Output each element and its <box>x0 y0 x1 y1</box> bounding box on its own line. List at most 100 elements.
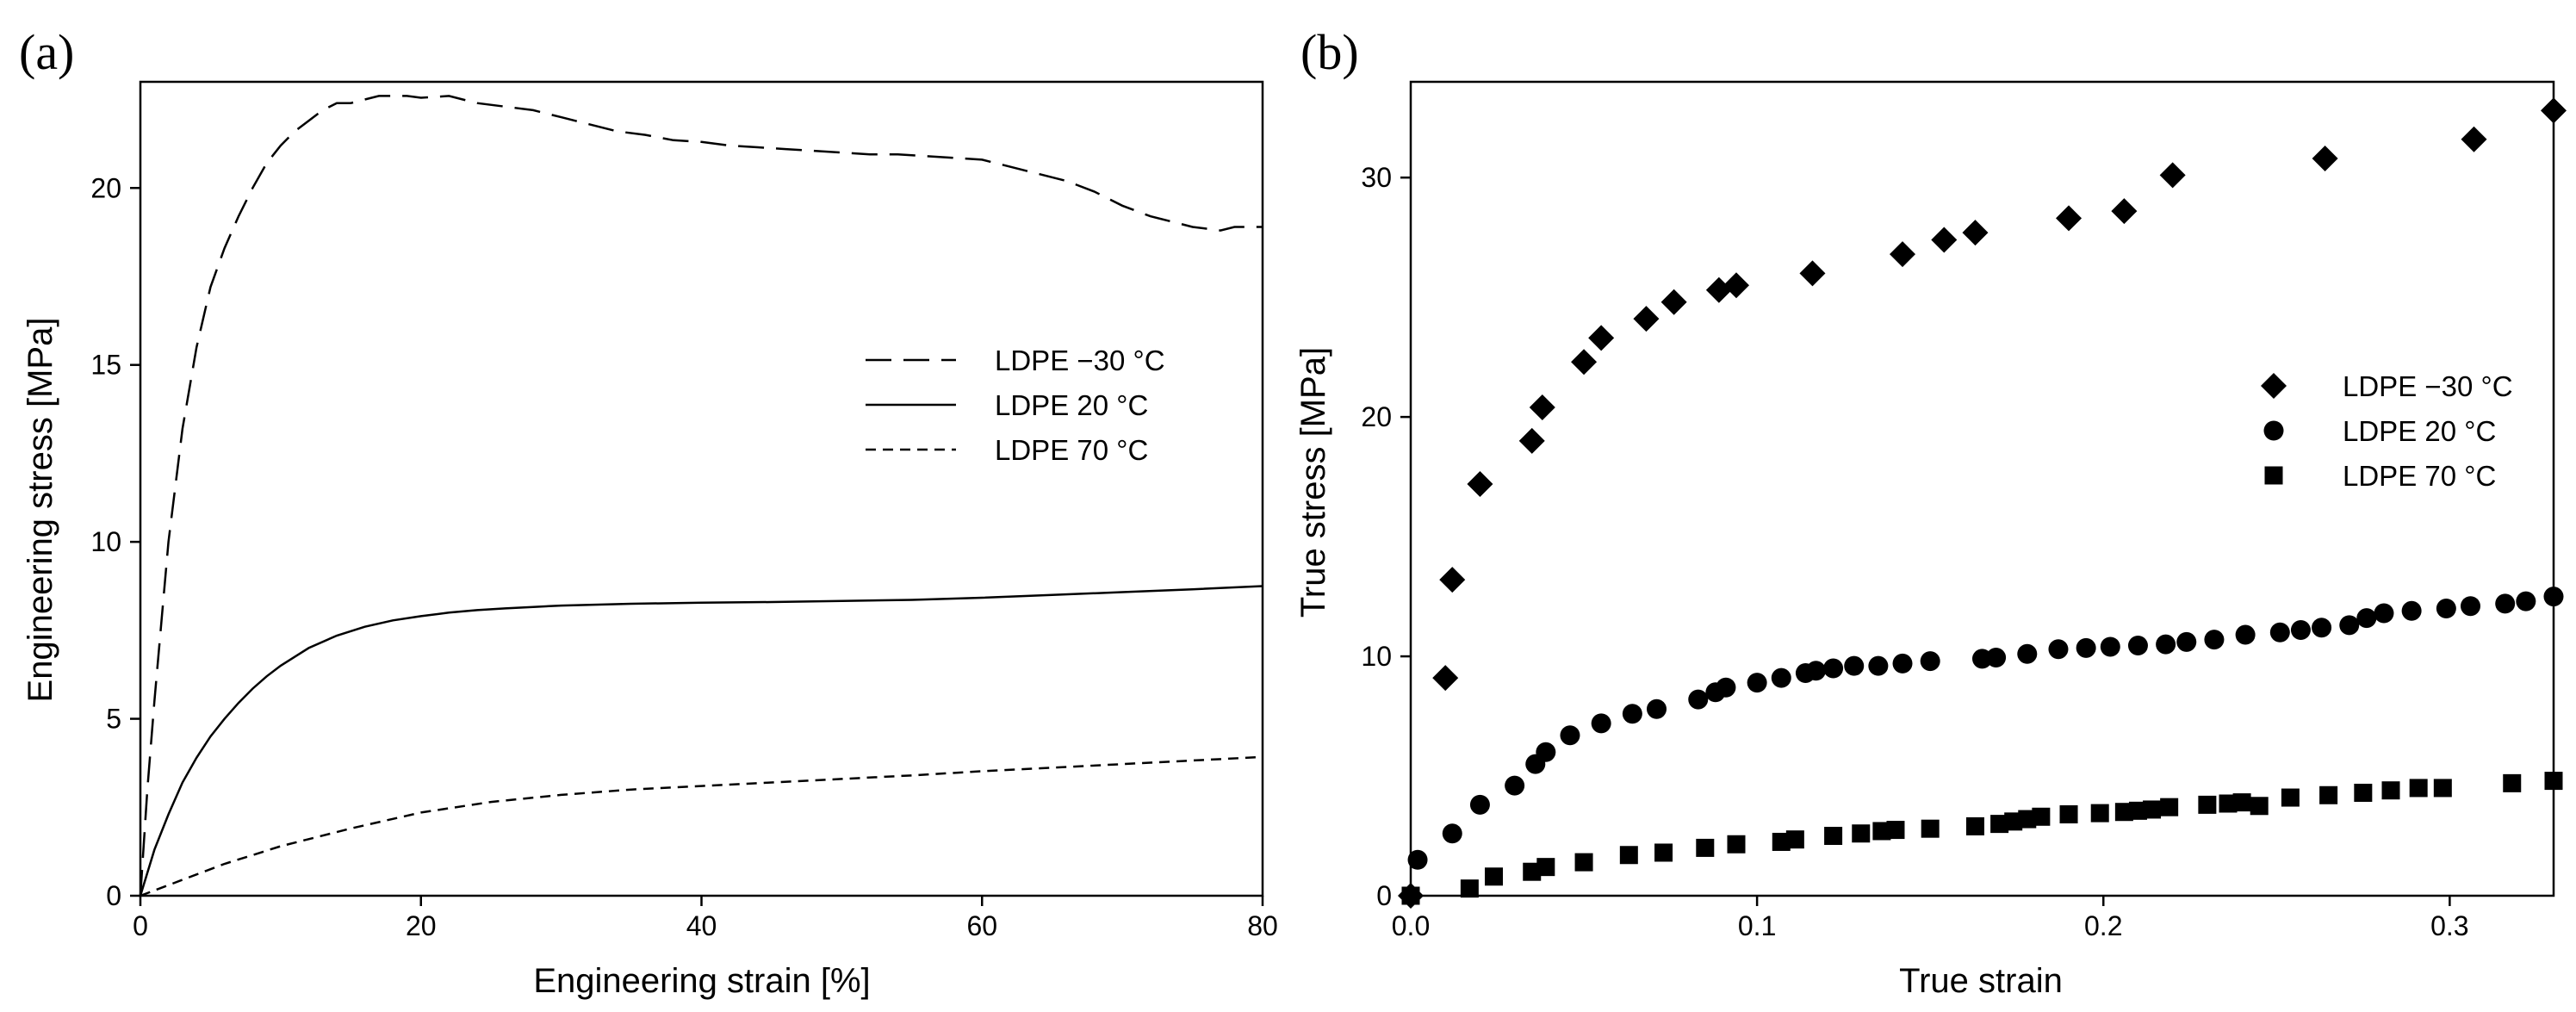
data-point-circle <box>1536 742 1556 762</box>
data-point-circle <box>2436 598 2456 618</box>
data-point-square <box>2059 805 2078 823</box>
y-axis-title: True stress [MPa] <box>1294 347 1332 618</box>
data-point-circle <box>2100 636 2120 657</box>
data-point-circle <box>1688 689 1709 710</box>
data-point-square <box>2281 788 2300 807</box>
y-tick-label: 30 <box>1361 162 1392 193</box>
data-point-circle <box>2076 637 2096 658</box>
data-point-circle <box>1771 667 1791 688</box>
data-point-square <box>2319 785 2338 804</box>
data-point-diamond <box>2159 162 2186 189</box>
data-point-square <box>1460 879 1479 898</box>
data-point-square <box>2143 800 2162 819</box>
data-point-square <box>1990 815 2009 834</box>
data-point-circle <box>1622 704 1642 724</box>
data-point-circle <box>2017 643 2038 664</box>
legend-label: LDPE −30 °C <box>995 345 1165 376</box>
x-tick-label: 40 <box>686 910 717 941</box>
data-point-square <box>2381 781 2400 800</box>
data-point-diamond <box>1439 567 1466 593</box>
data-point-square <box>1654 843 1673 862</box>
data-point-square <box>1536 858 1555 877</box>
data-point-circle <box>2543 587 2564 607</box>
data-point-circle <box>2460 596 2480 617</box>
data-point-diamond <box>1931 227 1958 253</box>
data-point-square <box>1574 853 1593 872</box>
panel-a: (a) Engineering strain [%] Engineering s… <box>19 24 1278 1000</box>
y-tick-label: 15 <box>90 350 121 381</box>
data-point-circle <box>1986 647 2007 667</box>
data-point-circle <box>1407 849 1428 870</box>
data-point-square <box>2544 772 2563 791</box>
data-point-circle <box>1892 653 1913 674</box>
data-point-square <box>2114 803 2133 822</box>
x-tick-label: 0.0 <box>1392 910 1430 941</box>
data-point-diamond <box>1432 665 1459 692</box>
x-tick-label: 0.1 <box>1738 910 1776 941</box>
panel-b-label: (b) <box>1300 24 1359 80</box>
data-point-square <box>2004 812 2023 831</box>
y-tick-label: 0 <box>1376 880 1392 911</box>
data-point-circle <box>2269 622 2290 643</box>
data-point-square <box>2018 810 2037 829</box>
data-point-diamond <box>2056 205 2083 232</box>
data-point-diamond <box>1799 260 1826 287</box>
data-point-square <box>1921 819 1940 838</box>
x-axis-title: True strain <box>1899 962 2063 1000</box>
data-point-circle <box>1505 775 1525 796</box>
data-point-circle <box>2495 593 2516 614</box>
data-point-diamond <box>2312 145 2338 171</box>
legend-label: LDPE 70 °C <box>2343 460 2496 492</box>
data-point-square <box>1401 886 1420 905</box>
data-point-circle <box>2401 600 2422 621</box>
data-point-square <box>2232 793 2251 812</box>
data-point-square <box>2128 801 2147 820</box>
data-point-circle <box>1920 651 1940 672</box>
data-point-circle <box>1716 677 1736 698</box>
data-point-square <box>2503 773 2522 792</box>
data-point-circle <box>1823 658 1844 679</box>
data-point-diamond <box>2461 126 2487 152</box>
y-tick-label: 10 <box>90 526 121 557</box>
data-point-circle <box>1469 794 1490 815</box>
data-point-square <box>1485 867 1504 886</box>
y-tick-label: 10 <box>1361 641 1392 672</box>
data-point-circle <box>2235 624 2256 645</box>
legend-label: LDPE 20 °C <box>2343 415 2496 447</box>
data-point-diamond <box>1518 427 1545 454</box>
data-point-square <box>2090 804 2109 823</box>
data-point-circle <box>1591 713 1611 734</box>
data-point-diamond <box>2541 97 2567 124</box>
legend-label: LDPE −30 °C <box>2343 370 2513 402</box>
data-point-circle <box>1747 673 1767 693</box>
legend-label: LDPE 20 °C <box>995 389 1148 421</box>
data-point-circle <box>2339 615 2360 636</box>
panel-a-label: (a) <box>19 24 74 80</box>
x-tick-label: 0.2 <box>2084 910 2122 941</box>
x-tick-label: 60 <box>966 910 997 941</box>
data-point-square <box>2032 807 2051 826</box>
data-point-circle <box>2156 634 2176 655</box>
data-point-diamond <box>1529 394 1555 420</box>
data-point-square <box>2160 798 2179 816</box>
x-axis-title: Engineering strain [%] <box>533 962 870 1000</box>
data-point-circle <box>1647 698 1667 719</box>
data-point-circle <box>2356 608 2377 629</box>
data-point-square <box>1824 827 1843 846</box>
data-point-circle <box>1805 661 1826 681</box>
data-point-square <box>2409 779 2428 798</box>
data-point-square <box>1619 846 1638 865</box>
data-point-diamond <box>1633 306 1660 332</box>
data-point-diamond <box>1660 289 1687 315</box>
data-point-square <box>2433 779 2452 798</box>
data-point-square <box>1523 862 1542 881</box>
data-point-diamond <box>1588 325 1615 351</box>
data-point-diamond <box>1723 272 1749 299</box>
legend-marker <box>2263 420 2284 441</box>
data-point-diamond <box>1962 220 1989 246</box>
data-point-square <box>1872 822 1891 841</box>
plot-frame <box>139 80 1264 897</box>
data-point-circle <box>2290 619 2311 640</box>
data-point-circle <box>1844 655 1865 676</box>
data-point-square <box>1772 832 1791 851</box>
